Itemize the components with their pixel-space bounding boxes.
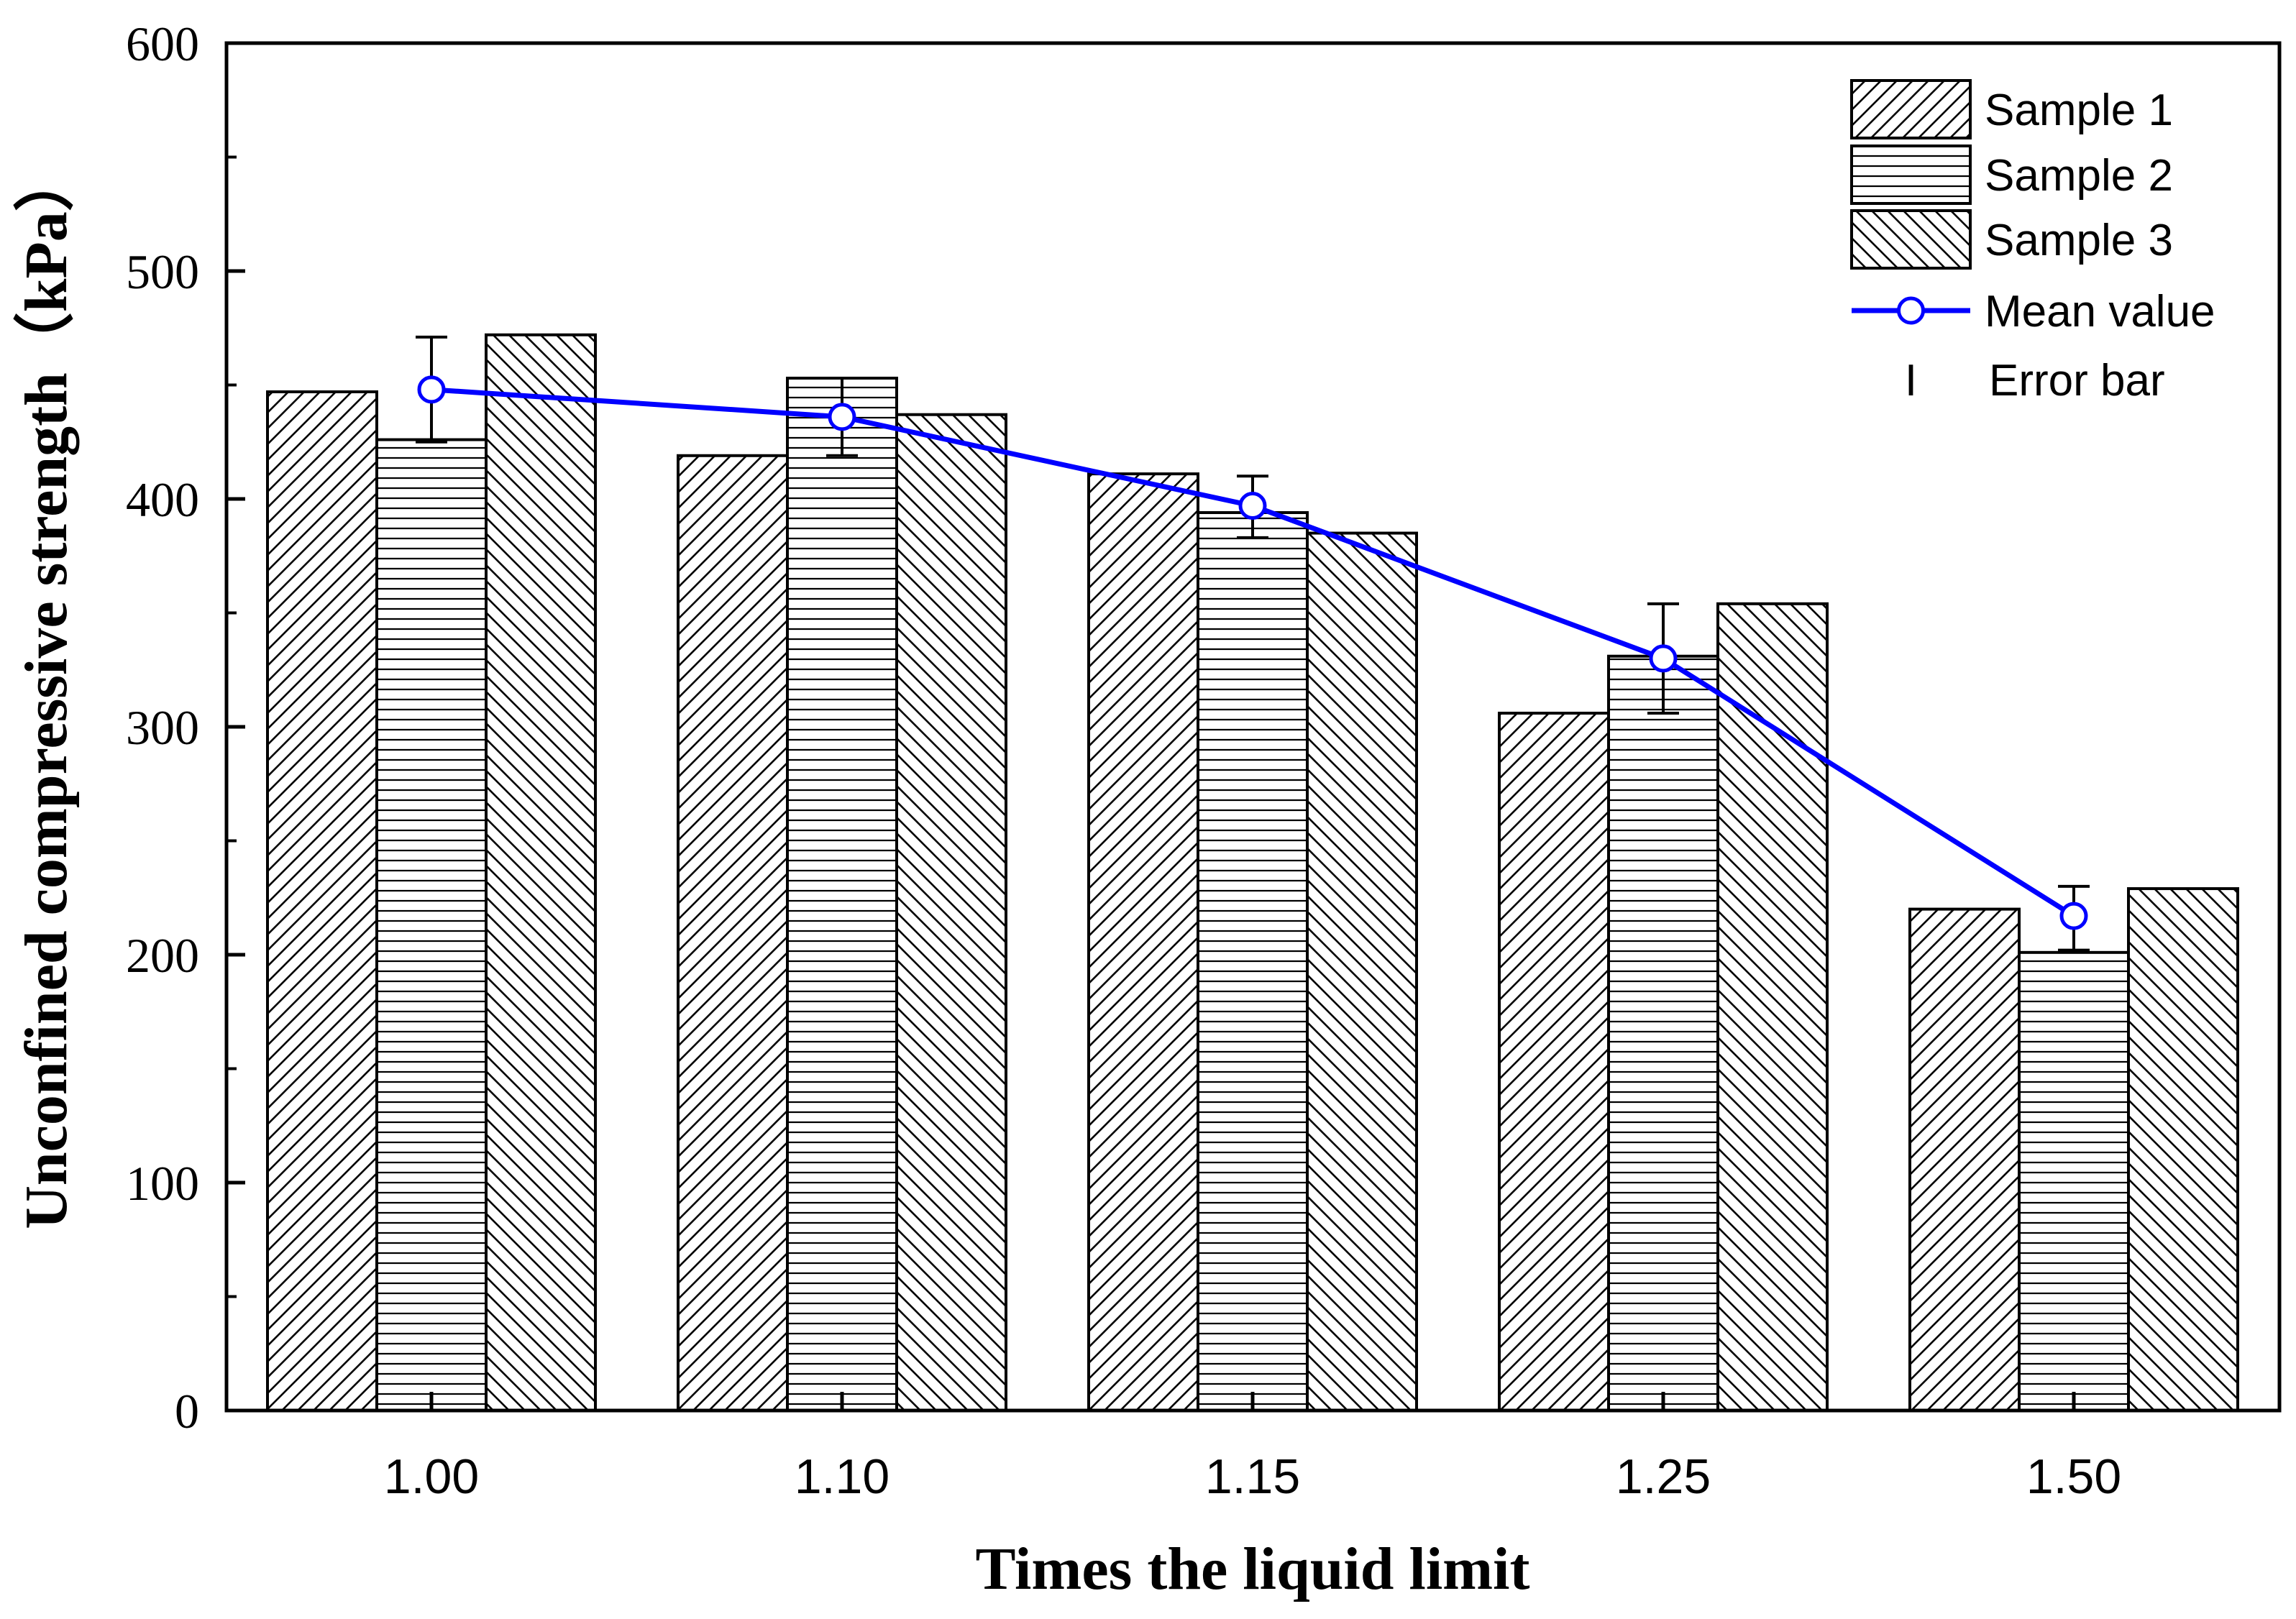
mean-point-1.10 bbox=[828, 403, 856, 431]
legend-label: Mean value bbox=[1985, 287, 2215, 336]
legend-swatch-sample-1 bbox=[1850, 79, 1972, 139]
legend-label: Sample 1 bbox=[1985, 86, 2173, 135]
mean-point-1.00 bbox=[417, 375, 446, 404]
bar-sample-2-1.10 bbox=[786, 376, 898, 1412]
legend-swatch-sample-3 bbox=[1850, 209, 1972, 270]
legend-swatch-sample-2 bbox=[1850, 145, 1972, 205]
bar-sample-3-1.15 bbox=[1306, 531, 1418, 1412]
bar-sample-3-1.00 bbox=[485, 333, 597, 1412]
y-tick-label: 500 bbox=[126, 244, 199, 299]
legend-mean-marker bbox=[1897, 296, 1925, 325]
x-tick-label: 1.25 bbox=[1616, 1449, 1711, 1504]
bar-sample-1-1.10 bbox=[677, 454, 789, 1412]
bar-sample-3-1.25 bbox=[1716, 602, 1829, 1413]
x-tick-label: 1.00 bbox=[384, 1449, 479, 1504]
mean-point-1.50 bbox=[2059, 902, 2088, 930]
mean-point-1.15 bbox=[1238, 492, 1267, 520]
bar-sample-1-1.25 bbox=[1498, 711, 1610, 1412]
mean-point-1.25 bbox=[1649, 644, 1678, 673]
bar-sample-2-1.25 bbox=[1607, 654, 1719, 1412]
x-tick-label: 1.15 bbox=[1205, 1449, 1300, 1504]
x-tick-label: 1.50 bbox=[2026, 1449, 2121, 1504]
x-tick-label: 1.10 bbox=[795, 1449, 889, 1504]
bar-sample-1-1.00 bbox=[266, 390, 378, 1412]
legend-label: Sample 3 bbox=[1985, 216, 2173, 265]
y-tick-label: 0 bbox=[175, 1384, 199, 1439]
y-tick-label: 400 bbox=[126, 472, 199, 527]
bar-sample-2-1.15 bbox=[1197, 511, 1309, 1412]
legend-label: Error bar bbox=[1989, 356, 2165, 405]
bar-sample-2-1.50 bbox=[2018, 950, 2130, 1412]
bar-sample-3-1.50 bbox=[2127, 887, 2239, 1412]
bar-sample-3-1.10 bbox=[895, 413, 1007, 1413]
y-axis-title: Unconfined compressive strength（kPa） bbox=[13, 151, 80, 1229]
legend-error-symbol: I bbox=[1905, 356, 1917, 405]
x-axis-title: Times the liquid limit bbox=[976, 1536, 1530, 1602]
y-tick-label: 200 bbox=[126, 928, 199, 983]
bar-sample-1-1.50 bbox=[1908, 907, 2021, 1412]
y-tick-label: 100 bbox=[126, 1156, 199, 1211]
bar-sample-1-1.15 bbox=[1087, 472, 1199, 1412]
legend-label: Sample 2 bbox=[1985, 151, 2173, 201]
y-tick-label: 600 bbox=[126, 17, 199, 71]
y-tick-label: 300 bbox=[126, 700, 199, 755]
bar-sample-2-1.00 bbox=[375, 438, 488, 1413]
